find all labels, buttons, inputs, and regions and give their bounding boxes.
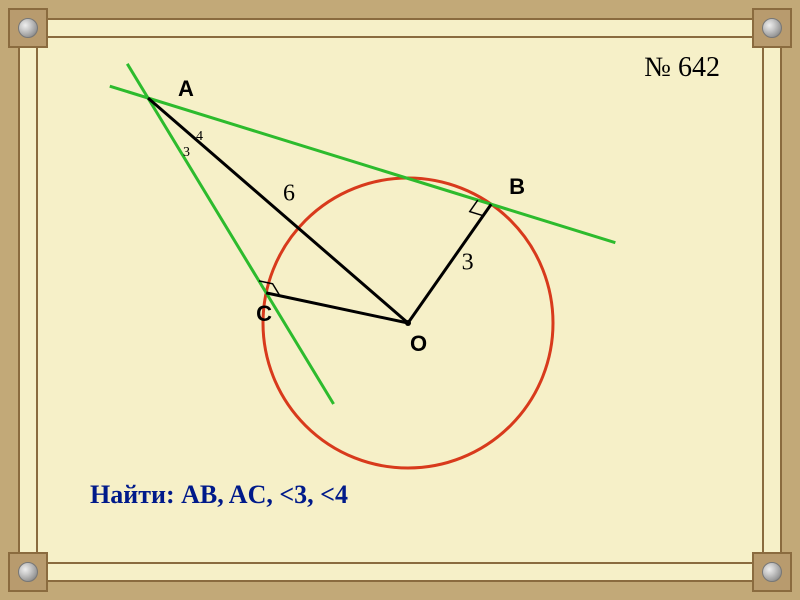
point-o (405, 320, 411, 326)
corner-ornament-tl (8, 8, 48, 48)
corner-ornament-tr (752, 8, 792, 48)
segment-ao (148, 98, 408, 323)
label-a: A (178, 76, 194, 101)
tangent-ab (110, 86, 616, 242)
rivet-icon (762, 562, 782, 582)
rivet-icon (18, 18, 38, 38)
corner-ornament-br (752, 552, 792, 592)
segment-ob (408, 204, 491, 323)
tangent-ac (127, 64, 333, 404)
label-seg-ao: 6 (283, 181, 295, 207)
find-line: Найти: AB, AC, <3, <4 (90, 480, 348, 510)
label-seg-ob: 3 (462, 250, 474, 276)
label-b: B (509, 174, 525, 199)
corner-ornament-bl (8, 552, 48, 592)
rivet-icon (18, 562, 38, 582)
rivet-icon (762, 18, 782, 38)
label-angle-3: 3 (183, 145, 190, 160)
label-c: C (256, 301, 272, 326)
label-o: O (410, 331, 427, 356)
label-angle-4: 4 (196, 129, 203, 144)
slide-frame: ABCO6343 № 642 Найти: AB, AC, <3, <4 (0, 0, 800, 600)
problem-number: № 642 (644, 52, 720, 84)
segment-oc (266, 293, 408, 323)
